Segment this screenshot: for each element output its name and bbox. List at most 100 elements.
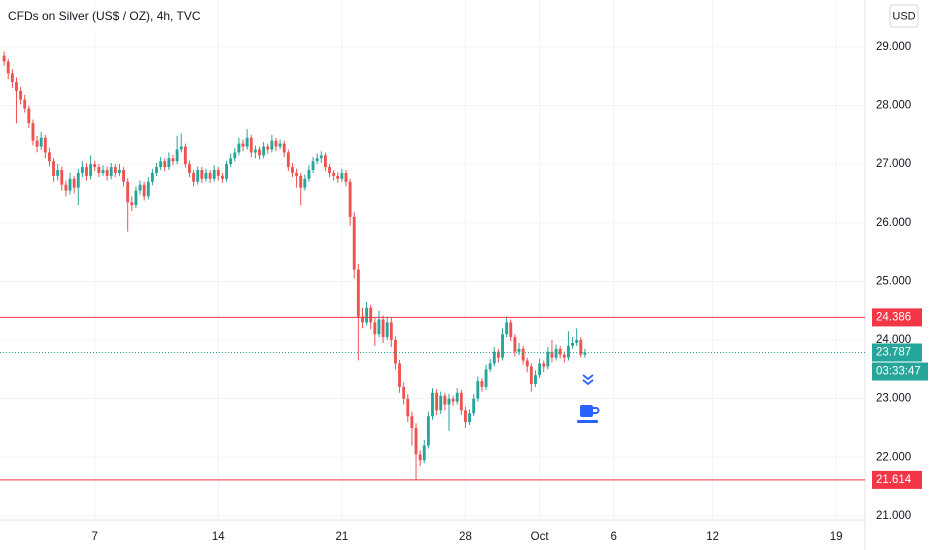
candle-body	[188, 164, 191, 173]
candle-body	[431, 392, 434, 417]
candle-body	[89, 164, 93, 176]
candle-body	[328, 167, 331, 173]
candle-body	[10, 73, 14, 83]
y-tick-label: 28.000	[876, 100, 911, 112]
candle-body	[196, 170, 200, 182]
candle-body	[43, 137, 47, 153]
candle-body	[47, 152, 51, 162]
candle-body	[501, 334, 504, 358]
x-tick-label: 21	[335, 531, 348, 543]
candle-body	[122, 170, 126, 182]
candle-body	[225, 164, 228, 179]
level-label: 24.386	[876, 311, 911, 323]
candle-body	[295, 172, 299, 176]
candle-body	[93, 164, 97, 168]
candle-body	[439, 395, 443, 411]
candle-body	[6, 61, 10, 74]
candle-body	[435, 392, 439, 411]
candle-body	[163, 161, 167, 168]
candle-body	[307, 170, 311, 179]
candle-body	[571, 342, 574, 346]
candle-body	[68, 178, 72, 191]
x-tick-label: 6	[611, 531, 617, 543]
cup-handle[interactable]	[593, 407, 600, 414]
candle-body	[31, 123, 35, 141]
candle-body	[159, 161, 163, 168]
double-chevron[interactable]	[582, 374, 594, 386]
candle-body	[340, 172, 344, 179]
y-tick-label: 26.000	[876, 217, 911, 229]
candle-body	[534, 375, 537, 384]
candle-body	[113, 167, 117, 173]
candle-body	[278, 143, 282, 147]
level-label-bg	[872, 308, 922, 327]
candle-body	[60, 170, 64, 185]
candle-body	[377, 319, 381, 335]
arrow-icon[interactable]	[582, 374, 594, 386]
candle-body	[426, 416, 430, 446]
candle-body	[118, 170, 121, 173]
candle-body	[443, 395, 447, 405]
candle-body	[319, 155, 323, 159]
candle-body	[237, 143, 241, 153]
last-price-label: 23.787	[876, 347, 911, 359]
candle-body	[167, 158, 171, 168]
y-tick-label: 27.000	[876, 158, 911, 170]
candle-body	[529, 366, 533, 384]
y-tick-label: 22.000	[876, 451, 911, 463]
x-tick-label: 28	[459, 531, 472, 543]
y-tick-label: 25.000	[876, 275, 911, 287]
last-price-bg	[872, 343, 922, 362]
candle-body	[509, 322, 513, 338]
candle-body	[200, 170, 204, 179]
candle-body	[464, 410, 467, 423]
candle-body	[229, 158, 233, 165]
cup-body[interactable]	[580, 405, 593, 417]
candle-body	[517, 348, 521, 352]
candle-body	[155, 167, 158, 173]
candle-body	[270, 140, 274, 150]
candle-body	[274, 140, 278, 147]
candle-body	[505, 322, 509, 335]
candle-body	[286, 152, 290, 168]
candle-body	[19, 90, 23, 100]
candle-body	[410, 416, 414, 428]
title-bg	[0, 4, 200, 30]
y-tick-label: 23.000	[876, 393, 911, 405]
candle-body	[282, 143, 286, 153]
countdown-bg	[872, 362, 928, 381]
candle-body	[402, 386, 406, 399]
candle-body	[183, 146, 187, 165]
level-label: 21.614	[876, 474, 912, 486]
candle-body	[422, 445, 426, 461]
y-tick-label: 21.000	[876, 510, 911, 522]
candle-body	[179, 146, 183, 150]
currency-label[interactable]: USD	[892, 10, 915, 22]
cup-icon[interactable]	[577, 405, 600, 423]
candle-body	[369, 307, 373, 323]
candle-body	[52, 161, 55, 176]
candle-body	[554, 348, 558, 358]
candle-body	[546, 351, 550, 367]
x-tick-label: 19	[830, 531, 843, 543]
candle-body	[385, 322, 389, 338]
candle-body	[323, 155, 327, 168]
candle-body	[566, 345, 570, 358]
candle-body	[150, 172, 154, 182]
currency-button[interactable]	[889, 4, 919, 28]
candle-body	[138, 184, 142, 191]
candle-body	[575, 340, 579, 343]
candle-body	[76, 172, 80, 188]
candle-body	[389, 322, 393, 341]
candle-body	[126, 181, 130, 203]
candle-body	[480, 381, 484, 387]
x-tick-label: Oct	[531, 531, 550, 543]
candle-body	[538, 363, 542, 376]
candle-body	[35, 140, 39, 147]
candle-body	[220, 175, 224, 179]
candle-body	[476, 381, 480, 399]
candle-body	[558, 348, 562, 355]
cup-saucer[interactable]	[577, 420, 598, 423]
